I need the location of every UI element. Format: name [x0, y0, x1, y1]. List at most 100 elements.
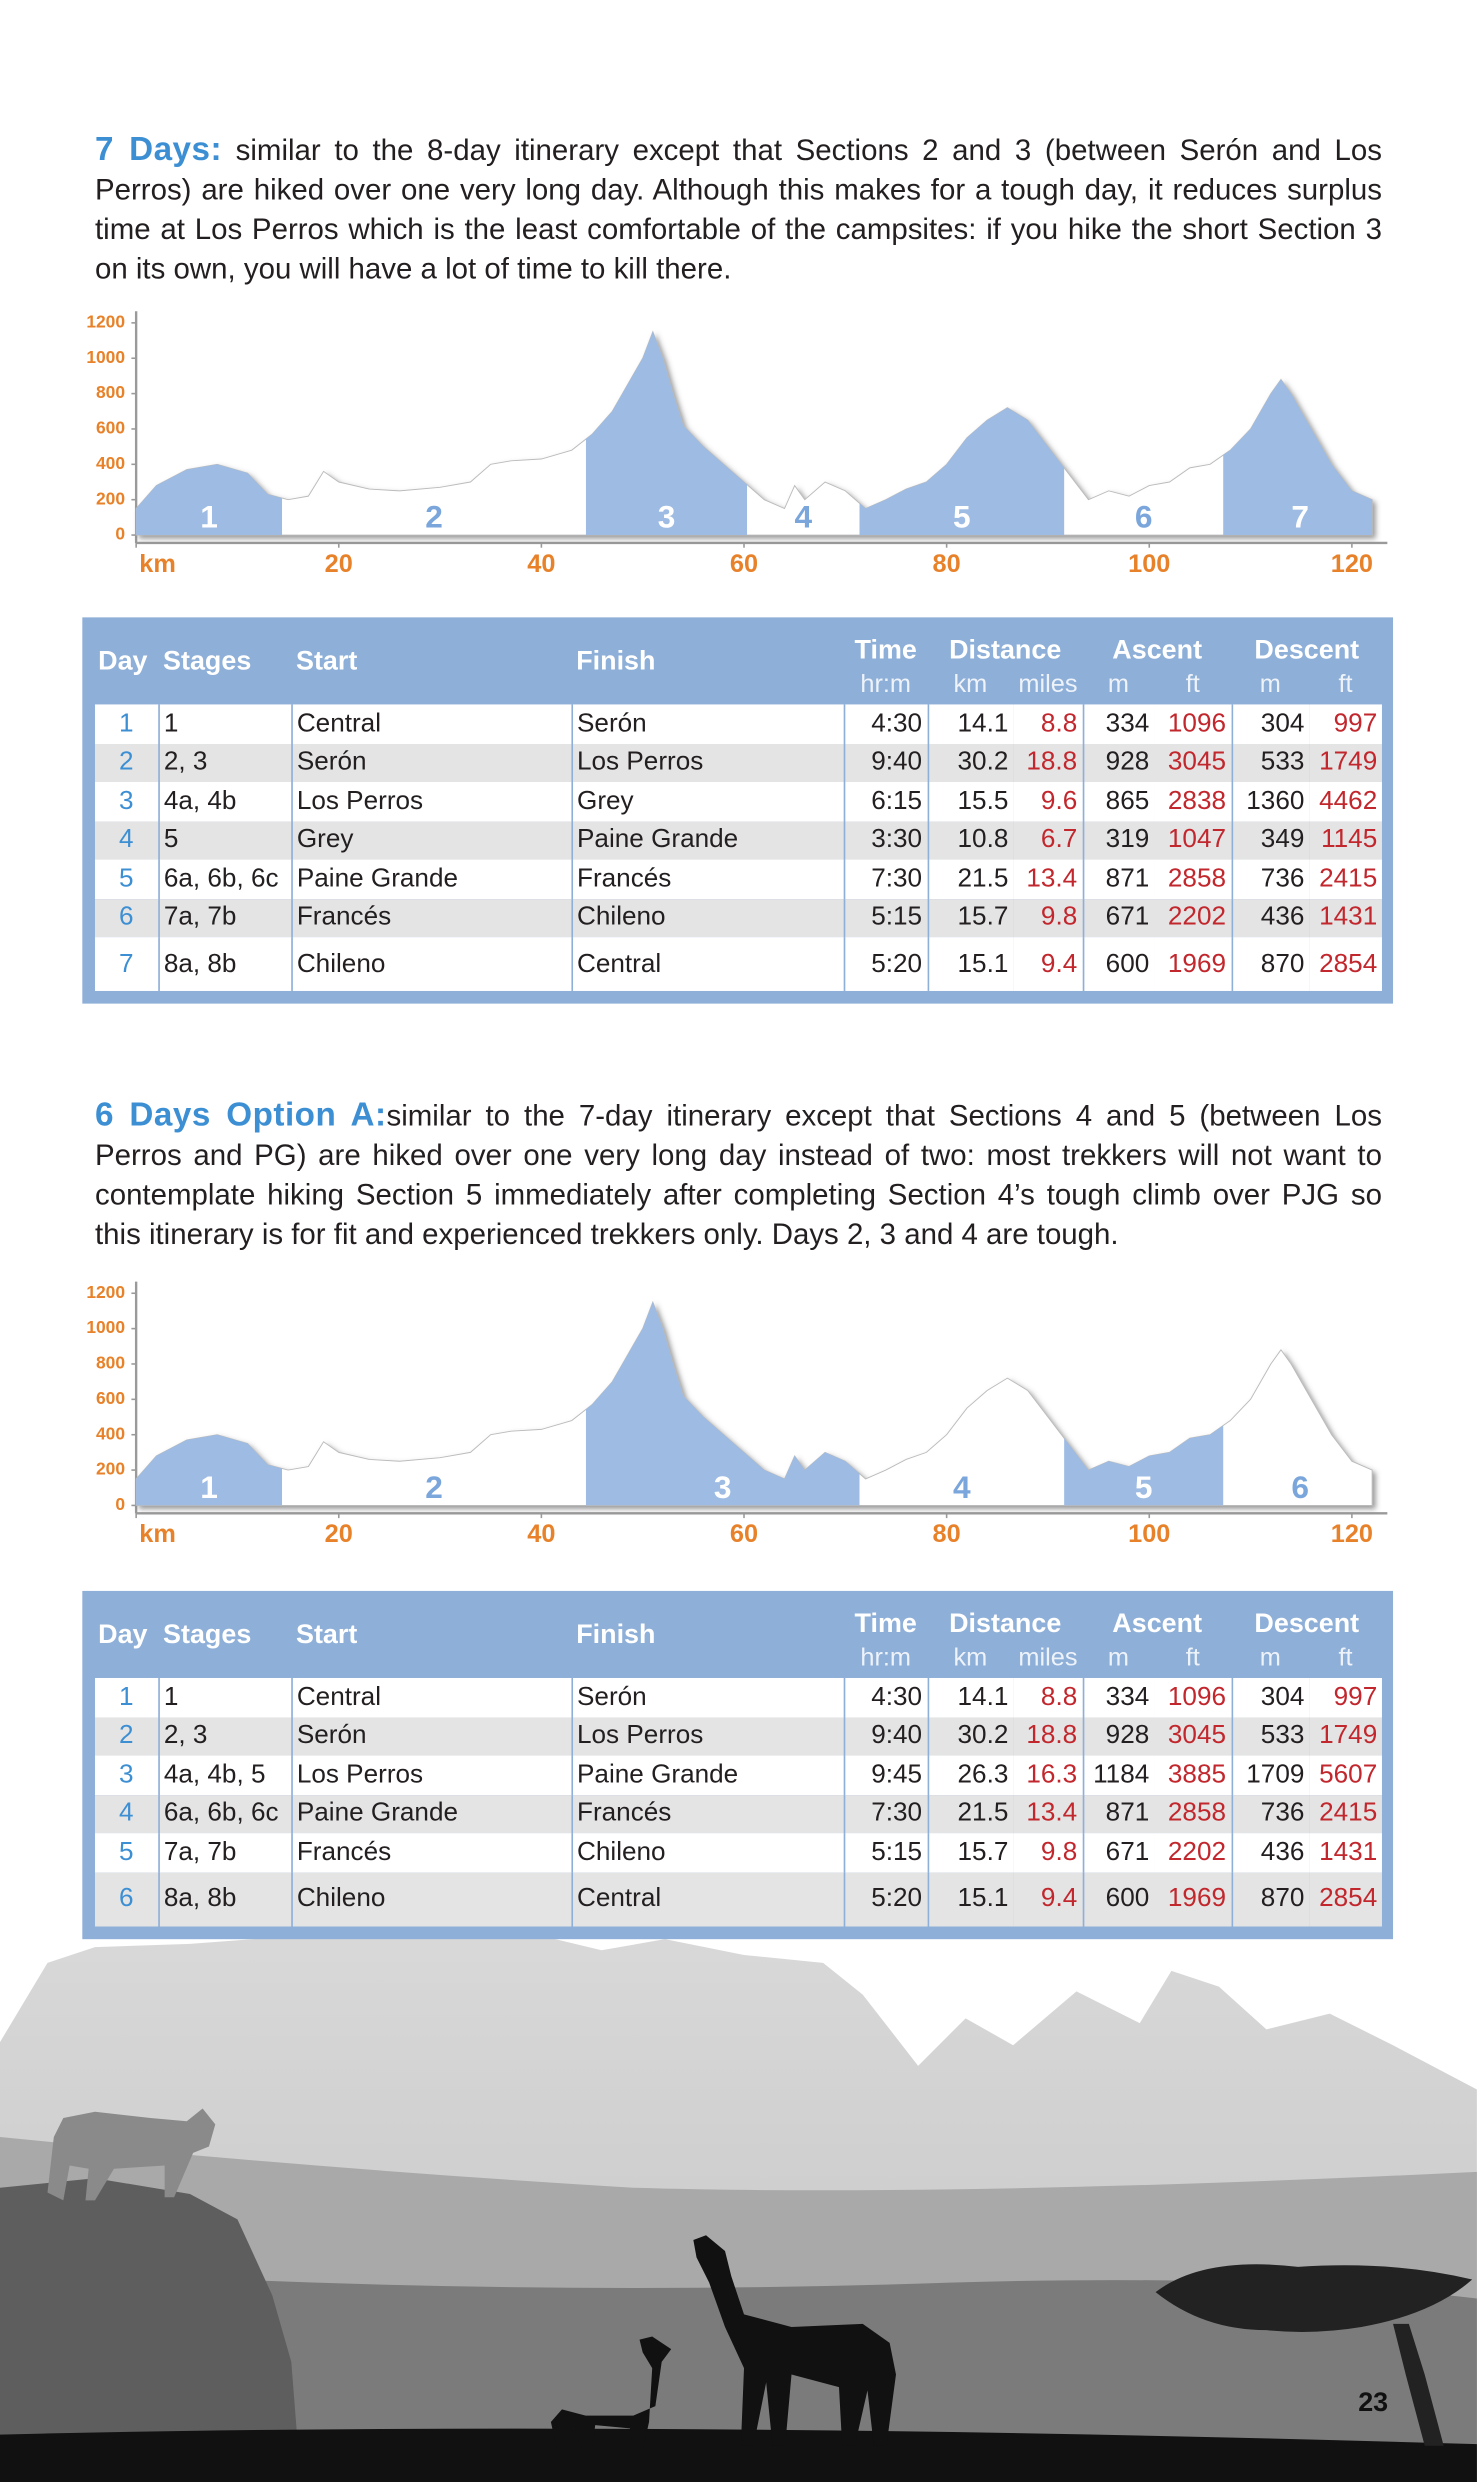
table-cell: 2415 [1309, 1794, 1382, 1834]
table-cell: Francés [291, 898, 573, 938]
table-cell: Grey [291, 820, 573, 860]
itinerary-text: similar to the 8-day itinerary except th… [94, 132, 1382, 285]
table-cell: 3885 [1154, 1755, 1233, 1795]
table-cell: Paine Grande [571, 1755, 845, 1795]
column-header: Stages [163, 1618, 252, 1649]
table-cell: Serón [291, 743, 573, 783]
y-tick-label: 200 [96, 1459, 125, 1479]
section-label: 1 [200, 499, 218, 535]
table-cell: 533 [1231, 743, 1310, 783]
table-row: 3 4a, 4b, 5 Los Perros Paine Grande 9:45 26.3… [94, 1755, 1382, 1795]
x-tick-label: 80 [933, 550, 961, 578]
table-cell: 13.4 [1013, 1794, 1084, 1834]
table-cell: 8a, 8b [158, 1871, 293, 1926]
x-tick-label: 120 [1331, 1520, 1373, 1548]
section-label: 2 [425, 1469, 443, 1505]
table-cell: 3 [94, 782, 160, 821]
table-cell: 1431 [1309, 898, 1382, 938]
section-label: 2 [425, 499, 443, 535]
table-cell: 1 [94, 704, 160, 744]
itinerary-table: Day Stages Start Finish Time Distance Ascent De… [82, 617, 1394, 1004]
table-head: Day Stages Start Finish Time Distance Ascent De… [95, 1591, 1382, 1678]
table-cell: 304 [1231, 1677, 1310, 1717]
table-row: 4 5 Grey Paine Grande 3:30 10.8 6.7 319 1047 349 1… [94, 820, 1382, 860]
table: Day Stages Start Finish Time Distance Ascent De… [94, 1591, 1382, 1926]
table-cell: Los Perros [571, 1716, 845, 1756]
shaded-section [859, 407, 1065, 536]
table-cell: 5:20 [843, 1871, 929, 1926]
table-cell: 1 [94, 1677, 160, 1717]
table-cell: 865 [1082, 782, 1155, 821]
table-cell: 5:15 [843, 898, 929, 938]
table-cell: 6a, 6b, 6c [158, 1794, 293, 1834]
table-cell: 26.3 [927, 1755, 1014, 1795]
table-cell: Francés [571, 1794, 845, 1834]
table-cell: Serón [291, 1716, 573, 1756]
table-cell: 10.8 [927, 820, 1014, 860]
itinerary-heading: 6 Days Option A: [94, 1097, 387, 1134]
table-cell: Central [571, 1871, 845, 1926]
y-tick-label: 1200 [86, 311, 125, 331]
table-row: 5 7a, 7b Francés Chileno 5:15 15.7 9.8 671 2202 4… [94, 1833, 1382, 1872]
table-cell: Francés [571, 859, 845, 899]
column-subheader: ft [1185, 671, 1200, 699]
y-tick-label: 600 [96, 418, 125, 438]
header-sub-row: hr:m km miles m ft m ft [95, 1640, 1382, 1678]
llama [693, 2235, 896, 2446]
table-cell: Chileno [291, 1871, 573, 1926]
column-subheader: miles [1018, 1644, 1078, 1672]
y-tick-label: 800 [96, 382, 125, 402]
table-cell: 5 [94, 859, 160, 899]
table-cell: 1145 [1309, 820, 1382, 860]
table-cell: 2854 [1309, 937, 1382, 991]
column-subheader: km [953, 1644, 988, 1672]
column-header: Descent [1254, 1608, 1360, 1639]
table-cell: Los Perros [571, 743, 845, 783]
shaded-section [136, 464, 283, 536]
section-label: 1 [200, 1469, 218, 1505]
elevation-area [135, 1300, 1373, 1506]
table-cell: Paine Grande [291, 1794, 573, 1834]
column-header: Distance [949, 1608, 1062, 1639]
header-row: Day Stages Start Finish Time Distance Ascent De… [95, 617, 1382, 675]
itinerary-table: Day Stages Start Finish Time Distance Ascent De… [82, 1590, 1394, 1939]
table-row: 2 2, 3 Serón Los Perros 9:40 30.2 18.8 928 3045 5… [94, 743, 1382, 783]
table-cell: 8.8 [1013, 1677, 1084, 1717]
table-cell: 671 [1082, 898, 1155, 938]
x-tick-label: km [139, 1520, 176, 1548]
section-label: 6 [1291, 1469, 1309, 1505]
table-row: 7 8a, 8b Chileno Central 5:20 15.1 9.4 600 1969 8… [94, 937, 1382, 991]
paragraph: 6 Days Option A:similar to the 7-day iti… [95, 1095, 1382, 1253]
table-cell: 2202 [1154, 898, 1233, 938]
table-cell: 8a, 8b [158, 937, 293, 991]
header-sub-row: hr:m km miles m ft m ft [95, 666, 1382, 704]
table-cell: 9:45 [843, 1755, 929, 1795]
table-cell: 16.3 [1013, 1755, 1084, 1795]
table-cell: 600 [1082, 1871, 1155, 1926]
table-cell: 4462 [1309, 782, 1382, 821]
table-cell: 15.5 [927, 782, 1014, 821]
x-tick-label: 80 [933, 1520, 961, 1548]
table-cell: 1749 [1309, 743, 1382, 783]
column-header: Ascent [1112, 634, 1203, 665]
table-cell: 1096 [1154, 1677, 1233, 1717]
y-tick-label: 400 [96, 453, 125, 473]
table-cell: 6:15 [843, 782, 929, 821]
table-cell: Los Perros [291, 782, 573, 821]
table-cell: 9.8 [1013, 898, 1084, 938]
table-cell: 7a, 7b [158, 898, 293, 938]
table-cell: 9:40 [843, 1716, 929, 1756]
table-cell: 7:30 [843, 1794, 929, 1834]
section-label: 3 [658, 499, 676, 535]
column-header: Day [98, 645, 148, 676]
x-tick-label: km [139, 550, 176, 578]
shaded-section [1064, 1425, 1224, 1506]
table: Day Stages Start Finish Time Distance Ascent De… [94, 617, 1382, 991]
column-header: Descent [1254, 634, 1360, 665]
ground [0, 2428, 1477, 2482]
table-cell: Paine Grande [571, 820, 845, 860]
column-subheader: km [953, 671, 988, 699]
table-cell: 30.2 [927, 1716, 1014, 1756]
table-cell: Serón [571, 1677, 845, 1717]
table-cell: 871 [1082, 1794, 1155, 1834]
